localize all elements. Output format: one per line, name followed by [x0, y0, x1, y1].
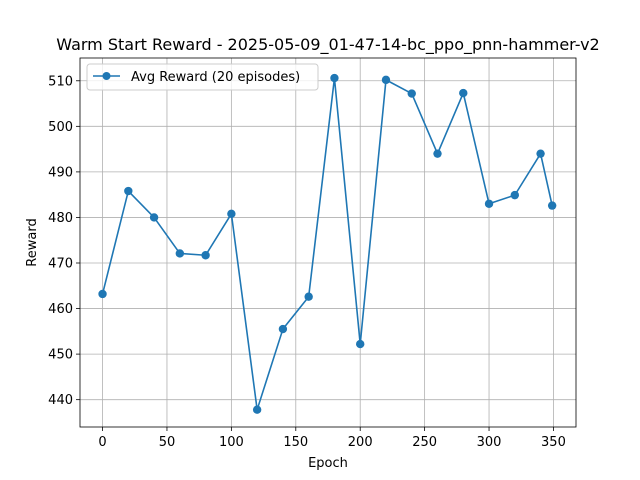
legend-box — [86, 63, 319, 91]
data-point — [330, 73, 339, 83]
x-tick-label: 150 — [283, 435, 308, 450]
x-tick-label: 350 — [541, 435, 566, 450]
x-axis-ticks: 0 50 100 150 200 250 300 350 — [98, 427, 566, 450]
y-axis-label: Reward — [25, 218, 40, 266]
y-axis-ticks: 440 450 460 470 480 490 500 510 — [48, 74, 80, 408]
x-tick-label: 0 — [98, 435, 106, 450]
data-point — [484, 199, 494, 208]
legend-entry-label: Avg Reward (20 episodes) — [131, 70, 300, 85]
data-point — [356, 339, 365, 349]
x-tick-label: 250 — [412, 435, 437, 450]
y-tick-label: 440 — [48, 393, 73, 408]
data-point — [98, 289, 107, 299]
x-tick-label: 200 — [348, 435, 373, 450]
data-point — [381, 75, 391, 85]
chart-title: Warm Start Reward - 2025-05-09_01-47-14-… — [56, 35, 599, 55]
axes-frame — [79, 57, 577, 428]
data-point — [304, 292, 313, 301]
y-tick-label: 500 — [48, 120, 73, 135]
data-point — [459, 88, 468, 98]
data-point — [278, 324, 288, 334]
y-tick-label: 450 — [48, 348, 73, 363]
data-point — [149, 213, 159, 222]
y-tick-label: 510 — [48, 74, 73, 89]
data-point — [407, 89, 416, 98]
x-tick-label: 300 — [477, 435, 502, 450]
legend: Avg Reward (20 episodes) — [86, 63, 319, 91]
data-point — [433, 149, 442, 158]
data-point — [227, 209, 236, 218]
x-tick-label: 100 — [219, 435, 244, 450]
data-point — [510, 190, 520, 200]
y-tick-label: 470 — [48, 257, 73, 272]
y-tick-label: 460 — [48, 302, 73, 317]
data-point — [536, 149, 545, 158]
data-point — [252, 405, 262, 414]
x-tick-label: 50 — [159, 435, 176, 450]
data-point — [124, 186, 133, 196]
data-point — [175, 249, 185, 258]
series-layer — [98, 73, 557, 414]
x-axis-label: Epoch — [308, 456, 348, 471]
data-point — [547, 201, 557, 210]
data-point — [201, 251, 210, 260]
legend-marker-swatch — [102, 72, 111, 80]
y-tick-label: 480 — [48, 211, 73, 226]
y-tick-label: 490 — [48, 165, 73, 180]
